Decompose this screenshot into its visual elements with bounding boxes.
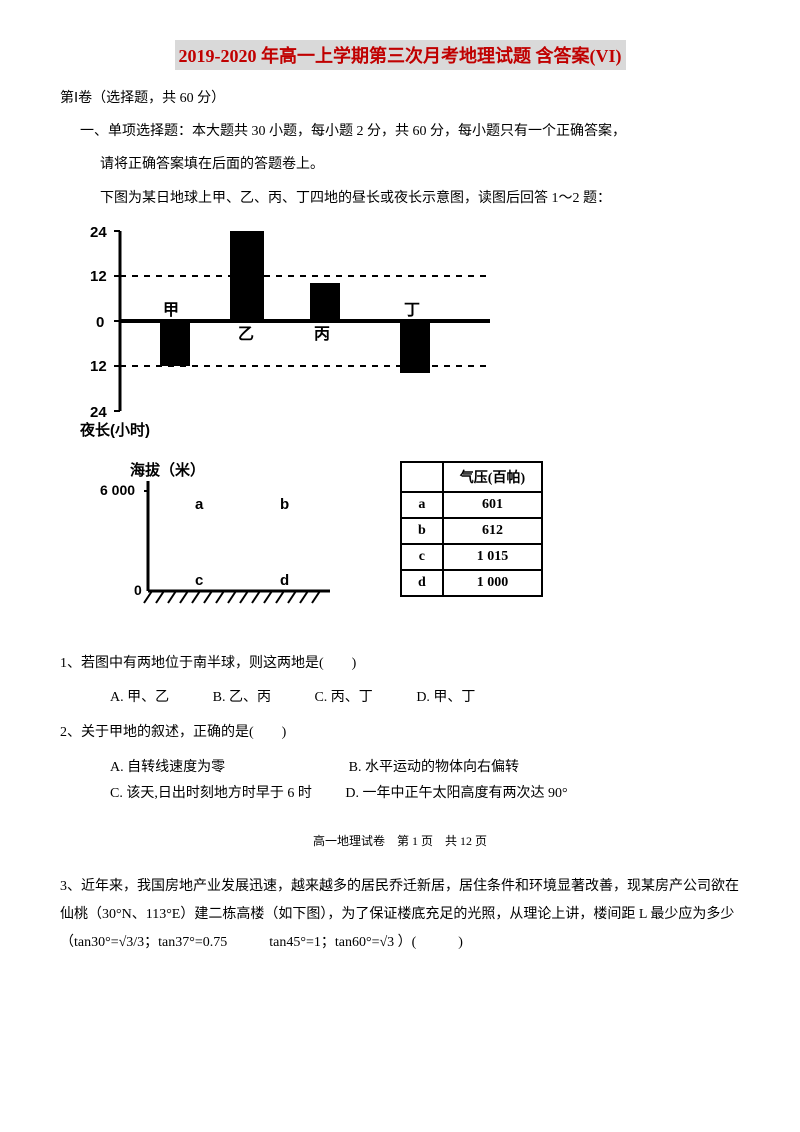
pt-r0c0: a [401,492,443,518]
pressure-table: 气压(百帕) a601 b612 c1 015 d1 000 [400,461,543,597]
q1-opts: A. 甲、乙 B. 乙、丙 C. 丙、丁 D. 甲、丁 [110,685,740,712]
q2-d: D. 一年中正午太阳高度有两次达 90° [345,781,567,808]
pt-r0c1: 601 [443,492,542,518]
q1-d: D. 甲、丁 [416,685,475,712]
y12t: 12 [90,268,107,285]
y24t: 24 [90,224,107,241]
alt-ymax: 6 000 [100,482,135,498]
q1-c: C. 丙、丁 [314,685,372,712]
pt-c: c [195,572,203,589]
bar-jia: 甲 [163,301,179,319]
instruction-line3: 下图为某日地球上甲、乙、丙、丁四地的昼长或夜长示意图，读图后回答 1～2 题： [100,186,740,211]
bar-bing: 丙 [314,325,330,343]
pt-r1c0: b [401,518,443,544]
pt-b: b [280,496,289,513]
y12b: 12 [90,358,107,375]
pt-r2c0: c [401,544,443,570]
bar-yi: 乙 [238,326,254,343]
q2-b: B. 水平运动的物体向右偏转 [349,755,519,782]
pt-r2c1: 1 015 [443,544,542,570]
pt-h0 [401,462,443,492]
bar-ding: 丁 [404,302,420,319]
pt-r1c1: 612 [443,518,542,544]
instruction-line1: 一、单项选择题：本大题共 30 小题，每小题 2 分，共 60 分，每小题只有一… [80,119,740,144]
q2-c: C. 该天,日出时刻地方时早于 6 时 [110,781,312,808]
altitude-chart: 海拔（米） 6 000 0 a b c d [100,461,340,621]
pt-d: d [280,572,289,589]
q1-b: B. 乙、丙 [213,685,271,712]
q2-a: A. 自转线速度为零 [110,755,225,782]
q2-text: 2、关于甲地的叙述，正确的是( ) [60,720,740,747]
alt-ylabel: 海拔（米） [130,461,205,479]
ylabel-bottom: 夜长(小时) [80,421,150,439]
part1-header: 第Ⅰ卷（选择题，共 60 分） [60,86,740,111]
q1-a: A. 甲、乙 [110,685,169,712]
page-footer: 高一地理试卷 第 1 页 共 12 页 [60,832,740,849]
q3-text: 3、近年来，我国房地产业发展迅速，越来越多的居民乔迁新居，居住条件和环境显著改善… [60,873,740,957]
pt-r3c0: d [401,570,443,596]
instruction-line2: 请将正确答案填在后面的答题卷上。 [100,152,740,177]
y0: 0 [96,314,104,331]
pt-r3c1: 1 000 [443,570,542,596]
q1-text: 1、若图中有两地位于南半球，则这两地是( ) [60,651,740,678]
pt-a: a [195,496,204,513]
alt-ymin: 0 [134,582,142,598]
y24b: 24 [90,404,107,421]
pt-h1: 气压(百帕) [443,462,542,492]
q2-opts: A. 自转线速度为零 B. 水平运动的物体向右偏转 C. 该天,日出时刻地方时早… [110,755,740,808]
day-night-chart: 24 12 0 12 24 甲 乙 丙 丁 夜长(小时) [80,221,500,441]
exam-title: 2019-2020 年高一上学期第三次月考地理试题 含答案(VI) [175,40,626,70]
